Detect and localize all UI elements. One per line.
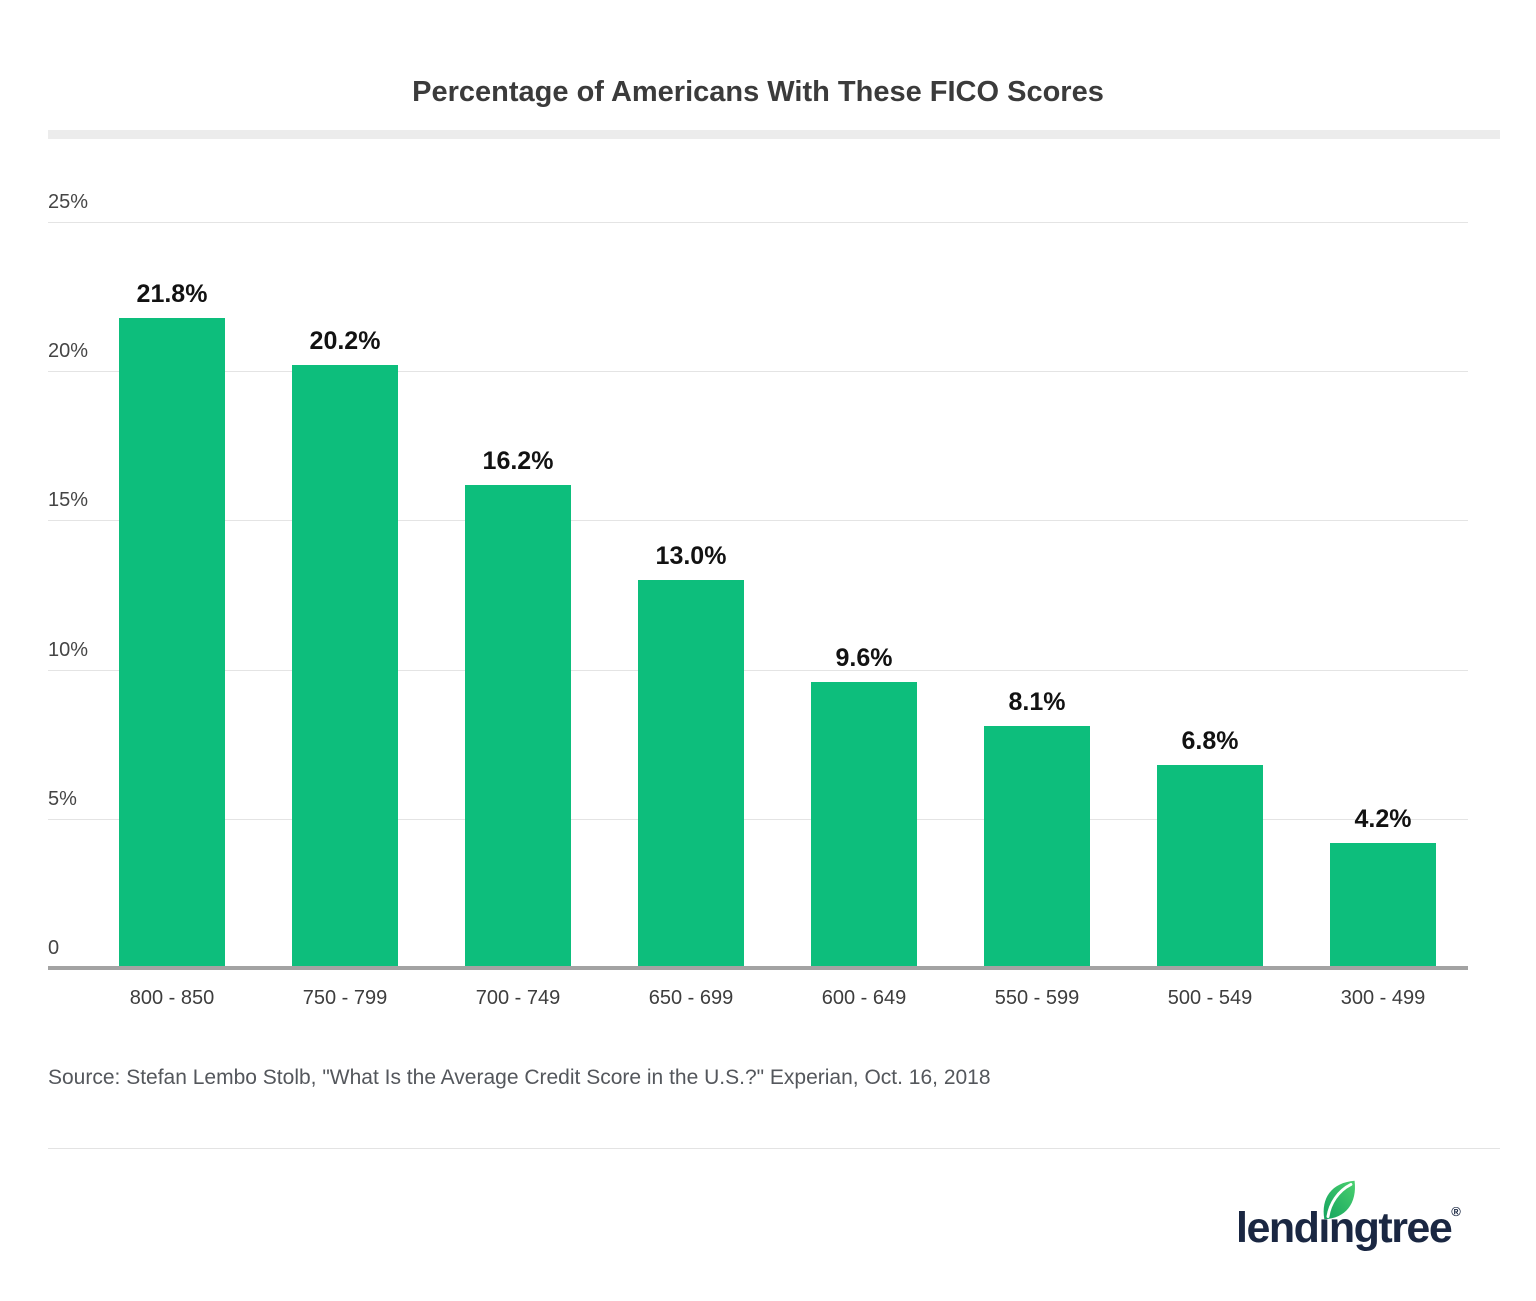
- y-axis-tick-label: 25%: [48, 191, 89, 213]
- bar: 20.2% 750 - 799: [292, 327, 398, 1009]
- bar-value-label: 13.0%: [655, 542, 727, 571]
- gridline: [48, 371, 1468, 373]
- bar-value-label: 4.2%: [1354, 804, 1412, 833]
- bar-series: 21.8% 800 - 850 20.2% 750 - 799 16.2% 700 - 7…: [119, 222, 1436, 1009]
- bar-value-label: 20.2%: [309, 327, 381, 356]
- lendingtree-logo: lendıngtree ®: [1236, 1178, 1472, 1274]
- bar-value-label: 16.2%: [482, 446, 554, 475]
- leaf-icon: [1323, 1180, 1355, 1220]
- y-axis-tick-label: 10%: [48, 638, 89, 661]
- gridline: [48, 520, 1468, 522]
- x-axis-line: [48, 966, 1468, 970]
- x-axis-category-label: 550 - 599: [994, 987, 1080, 1009]
- x-axis-category-label: 650 - 699: [648, 987, 734, 1009]
- bar: 16.2% 700 - 749: [465, 447, 571, 1009]
- title-underline-band: [48, 130, 1500, 139]
- bar: 21.8% 800 - 850: [119, 280, 225, 1009]
- bar: 13.0% 650 - 699: [638, 542, 744, 1009]
- x-axis-category-label: 600 - 649: [821, 987, 907, 1009]
- y-axis-tick-label: 20%: [48, 340, 89, 363]
- bar-value-label: 9.6%: [835, 643, 893, 672]
- x-axis-category-label: 300 - 499: [1340, 987, 1426, 1009]
- bar-value-label: 8.1%: [1008, 688, 1066, 717]
- x-axis-category-label: 700 - 749: [475, 987, 561, 1009]
- brand-wordmark: lendıngtree ®: [1236, 1204, 1461, 1252]
- bar: 8.1% 550 - 599: [984, 688, 1090, 1009]
- bar: 6.8% 500 - 549: [1157, 727, 1263, 1009]
- y-axis-tick-label: 15%: [48, 489, 89, 512]
- logo-inner: lendıngtree ®: [1236, 1178, 1472, 1274]
- x-axis-category-label: 500 - 549: [1167, 987, 1253, 1009]
- bar-value-label: 6.8%: [1181, 727, 1239, 756]
- y-axis-tick-label: 0: [48, 937, 60, 959]
- x-axis-category-label: 750 - 799: [302, 987, 388, 1009]
- x-axis-category-label: 800 - 850: [129, 987, 215, 1009]
- gridline: [48, 222, 1468, 223]
- y-axis-tick-label: 5%: [48, 787, 77, 810]
- registered-mark: ®: [1451, 1204, 1461, 1219]
- bar: 4.2% 300 - 499: [1330, 805, 1436, 1009]
- bar-value-label: 21.8%: [136, 279, 208, 308]
- gridline: [48, 669, 1468, 671]
- source-citation: Source: Stefan Lembo Stolb, "What Is the…: [48, 1066, 991, 1089]
- gridline: [48, 818, 1468, 820]
- footer-divider: [48, 1148, 1500, 1149]
- chart-title: Percentage of Americans With These FICO …: [412, 76, 1104, 108]
- bar: 9.6% 600 - 649: [811, 644, 917, 1009]
